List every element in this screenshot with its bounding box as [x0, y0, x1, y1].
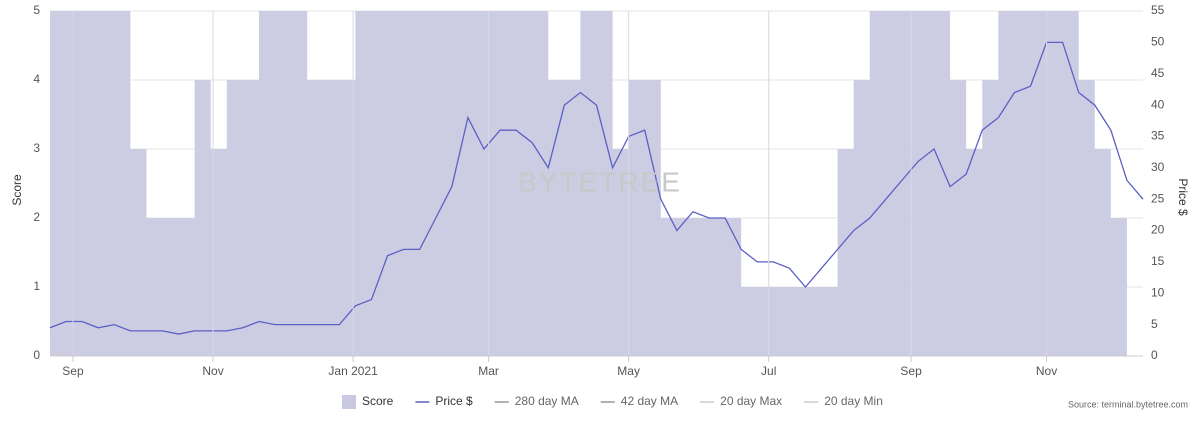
x-tick-label: Mar — [478, 364, 499, 378]
y-axis-title: Score — [10, 174, 24, 206]
x-tick-label: Sep — [62, 364, 84, 378]
y-tick-label: 0 — [33, 348, 40, 362]
legend-item[interactable]: Score — [342, 394, 394, 409]
y-tick-label: 2 — [33, 210, 40, 224]
plot — [49, 11, 1144, 356]
y2-tick-label: 25 — [1151, 191, 1165, 205]
y-tick-label: 4 — [33, 72, 40, 86]
y2-tick-label: 55 — [1151, 3, 1165, 17]
legend-label: 20 day Min — [824, 394, 883, 408]
legend-label: Price $ — [435, 394, 473, 408]
y2-tick-label: 35 — [1151, 129, 1165, 143]
legend-item[interactable]: 20 day Min — [804, 394, 883, 408]
y2-axis-title: Price $ — [1176, 178, 1190, 216]
y2-tick-label: 40 — [1151, 97, 1165, 111]
x-tick-label: Jan 2021 — [328, 364, 378, 378]
y2-tick-label: 20 — [1151, 223, 1165, 237]
y-tick-label: 1 — [33, 279, 40, 293]
x-tick-label: Jul — [761, 364, 776, 378]
x-tick-label: Sep — [900, 364, 922, 378]
watermark: BYTETREE — [518, 166, 682, 197]
y2-tick-label: 30 — [1151, 160, 1165, 174]
y2-tick-label: 10 — [1151, 285, 1165, 299]
y2-tick-label: 15 — [1151, 254, 1165, 268]
legend-label: 280 day MA — [515, 394, 579, 408]
source: Source: terminal.bytetree.com — [1068, 399, 1188, 409]
legend-swatch — [342, 395, 356, 409]
legend-item[interactable]: 280 day MA — [494, 394, 579, 408]
y2-tick-label: 50 — [1151, 35, 1165, 49]
price-line — [49, 41, 1144, 335]
legend-label: 42 day MA — [621, 394, 678, 408]
y2-tick-label: 45 — [1151, 66, 1165, 80]
y-tick-label: 3 — [33, 141, 40, 155]
legend: Score Price $ 280 day MA 42 day MA 20 day Ma… — [342, 394, 883, 409]
legend-label: 20 day Max — [720, 394, 782, 408]
legend-label: Score — [362, 394, 394, 408]
y2-tick-label: 5 — [1151, 317, 1158, 331]
x-tick-label: Nov — [202, 364, 223, 378]
y-tick-label: 5 — [33, 3, 40, 17]
legend-item[interactable]: 20 day Max — [700, 394, 782, 408]
x-tick-label: Nov — [1036, 364, 1057, 378]
x-tick-label: May — [617, 364, 640, 378]
legend-item[interactable]: Price $ — [415, 394, 473, 408]
legend-item[interactable]: 42 day MA — [600, 394, 678, 408]
score-area — [50, 11, 1143, 356]
y2-tick-label: 0 — [1151, 348, 1158, 362]
